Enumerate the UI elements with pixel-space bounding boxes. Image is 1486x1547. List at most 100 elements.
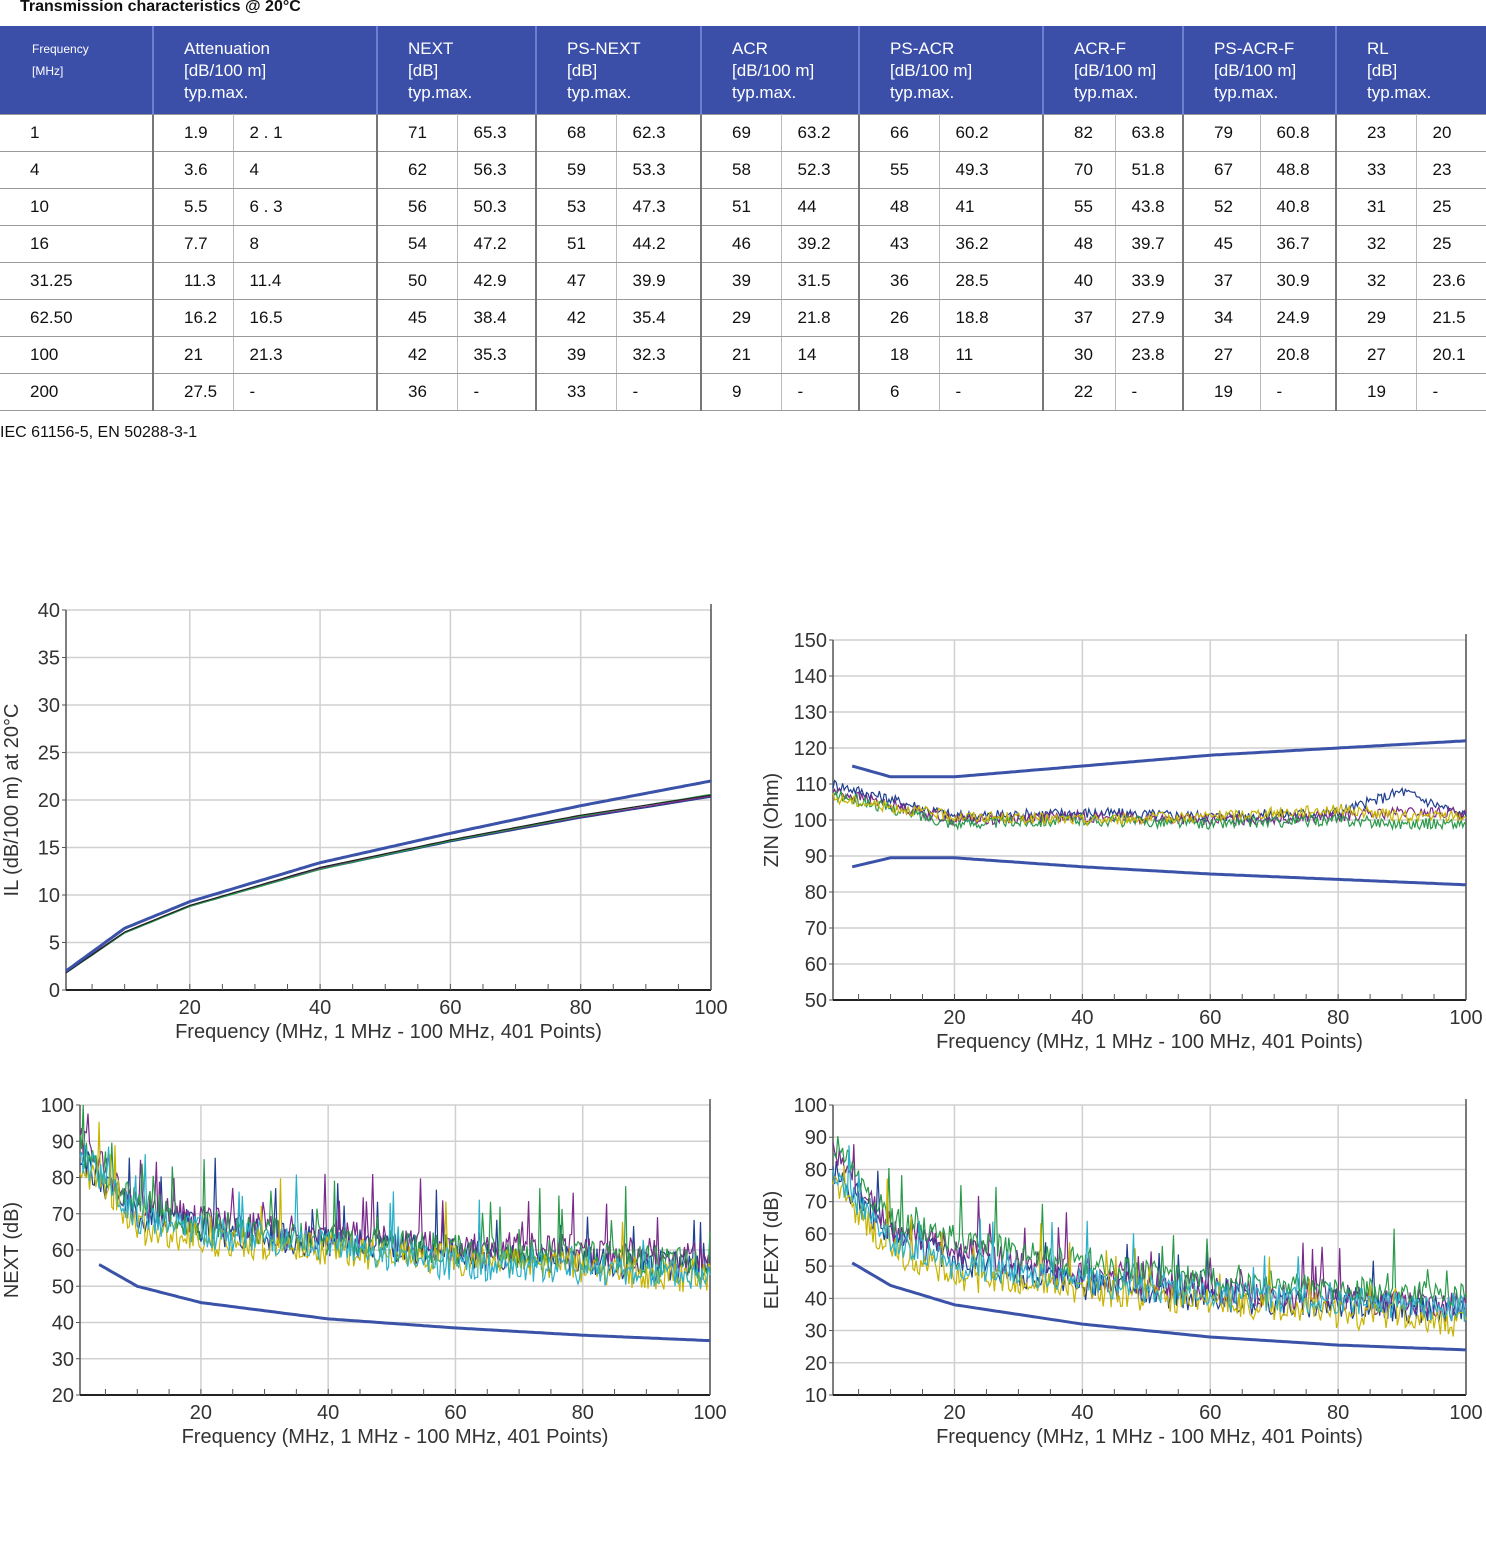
x-tick-label: 80	[1327, 1402, 1349, 1424]
column-header-line: ACR	[732, 39, 768, 58]
y-axis-label: ELFEXT (dB)	[761, 1191, 783, 1310]
frequency-cell: 62.50	[0, 299, 154, 337]
measured-series-line	[65, 794, 712, 974]
table-row: 1 1.9 2 . 1 71 65.3 68 62.3 69 63.2 66 60.2 82 63.8 7…	[0, 113, 1486, 152]
measured-series-line	[832, 779, 1467, 824]
column-header: Frequency [MHz]	[0, 26, 154, 114]
measured-series-line	[832, 787, 1467, 827]
value-cell: 33	[1336, 151, 1417, 189]
value-cell: 11.3	[153, 262, 234, 300]
value-cell: 6 . 3	[233, 188, 379, 226]
value-cell: 19	[1183, 373, 1261, 411]
value-cell: 28.5	[939, 262, 1045, 300]
value-cell: 69	[701, 113, 782, 152]
value-cell: 35.4	[616, 299, 703, 337]
value-cell: 25	[1416, 225, 1486, 263]
y-tick-label: 90	[805, 846, 827, 868]
value-cell: 23.8	[1115, 336, 1185, 374]
value-cell: 29	[1336, 299, 1417, 337]
value-cell: 24.9	[1260, 299, 1338, 337]
column-header-line: [dB/100 m]	[1074, 61, 1157, 80]
x-axis-label: Frequency (MHz, 1 MHz - 100 MHz, 401 Poi…	[175, 1021, 602, 1043]
column-header: PS-NEXT [dB] typ.max.	[536, 26, 703, 114]
value-cell: 39.7	[1115, 225, 1185, 263]
value-cell: 39.2	[781, 225, 861, 263]
value-cell: 66	[859, 113, 940, 152]
measured-series-line	[65, 795, 712, 973]
x-tick-label: 40	[309, 997, 331, 1019]
value-cell: 35.3	[457, 336, 538, 374]
y-tick-label: 100	[41, 1095, 74, 1117]
y-tick-label: 80	[805, 1159, 827, 1181]
x-axis-label: Frequency (MHz, 1 MHz - 100 MHz, 401 Poi…	[182, 1426, 609, 1448]
y-tick-label: 130	[794, 702, 827, 724]
column-header-line: PS-NEXT	[567, 39, 641, 58]
x-tick-label: 40	[1071, 1402, 1093, 1424]
value-cell: 36	[377, 373, 458, 411]
value-cell: 47.2	[457, 225, 538, 263]
y-tick-label: 10	[38, 885, 60, 907]
y-tick-label: 35	[38, 648, 60, 670]
value-cell: 51	[701, 188, 782, 226]
column-header-line: [dB]	[408, 61, 439, 80]
value-cell: 43.8	[1115, 188, 1185, 226]
measured-series-line	[832, 1145, 1467, 1322]
value-cell: 30	[1043, 336, 1116, 374]
x-tick-label: 100	[1449, 1402, 1482, 1424]
value-cell: 45	[1183, 225, 1261, 263]
value-cell: 56	[377, 188, 458, 226]
value-cell: 53.3	[616, 151, 703, 189]
value-cell: 7.7	[153, 225, 234, 263]
value-cell: 8	[233, 225, 379, 263]
limit-line	[851, 1261, 1467, 1352]
frequency-cell: 31.25	[0, 262, 154, 300]
frequency-cell: 1	[0, 113, 154, 152]
value-cell: -	[939, 373, 1045, 411]
column-header-line: typ.max.	[890, 83, 955, 102]
value-cell: 21	[701, 336, 782, 374]
y-tick-label: 20	[52, 1385, 74, 1407]
column-header-line: typ.max.	[1367, 83, 1432, 102]
value-cell: -	[457, 373, 538, 411]
value-cell: 27.9	[1115, 299, 1185, 337]
value-cell: 48.8	[1260, 151, 1338, 189]
column-header-line: [dB/100 m]	[890, 61, 973, 80]
column-header-line: RL	[1367, 39, 1389, 58]
value-cell: 56.3	[457, 151, 538, 189]
value-cell: 21	[153, 336, 234, 374]
value-cell: 25	[1416, 188, 1486, 226]
y-tick-label: 140	[794, 666, 827, 688]
y-tick-label: 100	[794, 810, 827, 832]
y-tick-label: 40	[805, 1288, 827, 1310]
x-tick-label: 60	[444, 1402, 466, 1424]
column-header-line: Attenuation	[184, 39, 271, 58]
value-cell: 19	[1336, 373, 1417, 411]
y-tick-label: 120	[794, 738, 827, 760]
column-header-line: [dB/100 m]	[732, 61, 815, 80]
value-cell: 47.3	[616, 188, 703, 226]
value-cell: 68	[536, 113, 617, 152]
column-header-line: Frequency	[32, 42, 89, 56]
value-cell: 79	[1183, 113, 1261, 152]
y-tick-label: 50	[805, 990, 827, 1012]
y-tick-label: 20	[805, 1353, 827, 1375]
y-tick-label: 70	[805, 1192, 827, 1214]
value-cell: 62.3	[616, 113, 703, 152]
value-cell: 16.5	[233, 299, 379, 337]
value-cell: 2 . 1	[233, 113, 379, 152]
measured-series-line	[79, 1144, 711, 1289]
value-cell: 16.2	[153, 299, 234, 337]
x-axis-label: Frequency (MHz, 1 MHz - 100 MHz, 401 Poi…	[936, 1031, 1363, 1053]
limit-line	[98, 1263, 711, 1343]
x-tick-label: 80	[572, 1402, 594, 1424]
value-cell: 82	[1043, 113, 1116, 152]
x-tick-label: 40	[317, 1402, 339, 1424]
value-cell: -	[1416, 373, 1486, 411]
value-cell: 62	[377, 151, 458, 189]
table-row: 31.25 11.3 11.4 50 42.9 47 39.9 39 31.5 36 28.5 40 3…	[0, 262, 1486, 300]
y-axis-label: NEXT (dB)	[1, 1202, 23, 1298]
column-header-line: PS-ACR	[890, 39, 955, 58]
value-cell: 34	[1183, 299, 1261, 337]
value-cell: 6	[859, 373, 940, 411]
value-cell: -	[1115, 373, 1185, 411]
